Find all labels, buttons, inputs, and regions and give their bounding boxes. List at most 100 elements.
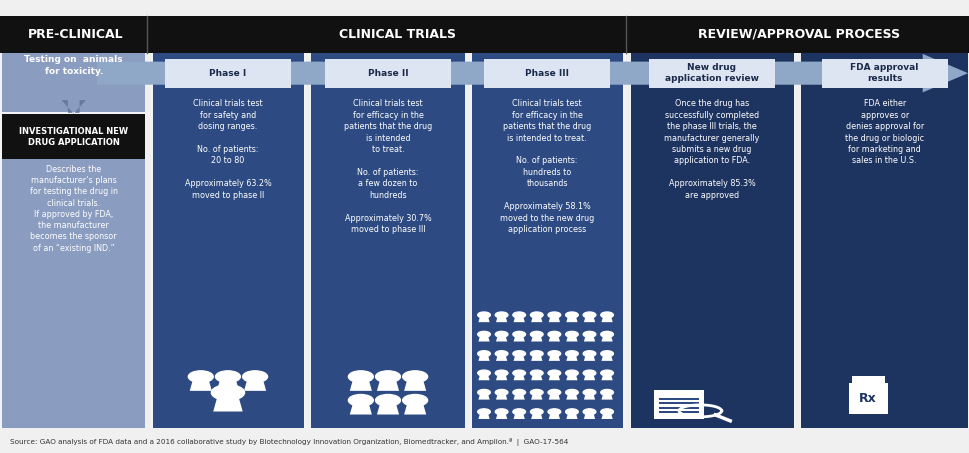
Circle shape xyxy=(600,312,612,318)
Polygon shape xyxy=(531,374,542,380)
Circle shape xyxy=(513,409,525,415)
Text: Testing on  animals
for toxicity.: Testing on animals for toxicity. xyxy=(24,55,123,76)
Polygon shape xyxy=(350,379,371,391)
Circle shape xyxy=(565,351,578,357)
Polygon shape xyxy=(531,413,542,419)
Text: Clinical trials test
for efficacy in the
patients that the drug
is intended to t: Clinical trials test for efficacy in the… xyxy=(499,99,594,234)
Circle shape xyxy=(600,370,612,376)
Circle shape xyxy=(582,370,595,376)
Text: FDA approval
results: FDA approval results xyxy=(850,63,918,83)
Polygon shape xyxy=(548,393,559,400)
Bar xyxy=(795,53,800,428)
Circle shape xyxy=(600,351,612,357)
Text: REVIEW/APPROVAL PROCESS: REVIEW/APPROVAL PROCESS xyxy=(698,28,899,41)
Polygon shape xyxy=(495,393,507,400)
Polygon shape xyxy=(97,54,967,92)
Polygon shape xyxy=(244,379,266,391)
Bar xyxy=(2,53,145,112)
Polygon shape xyxy=(213,395,242,411)
Polygon shape xyxy=(566,316,577,322)
Text: Once the drug has
successfully completed
the phase III trials, the
manufacturer : Once the drug has successfully completed… xyxy=(664,99,759,200)
Circle shape xyxy=(547,409,560,415)
Polygon shape xyxy=(583,393,595,400)
Text: Phase III: Phase III xyxy=(524,69,569,77)
Circle shape xyxy=(565,390,578,395)
Polygon shape xyxy=(583,355,595,361)
Polygon shape xyxy=(495,413,507,419)
Bar xyxy=(484,58,610,88)
Circle shape xyxy=(565,370,578,376)
Circle shape xyxy=(348,395,373,406)
Circle shape xyxy=(478,370,489,376)
Text: Phase I: Phase I xyxy=(209,69,246,77)
Text: Clinical trials test
for efficacy in the
patients that the drug
is intended
to t: Clinical trials test for efficacy in the… xyxy=(344,99,431,234)
Circle shape xyxy=(495,312,508,318)
Circle shape xyxy=(478,390,489,395)
Text: Phase II: Phase II xyxy=(367,69,408,77)
Circle shape xyxy=(478,332,489,337)
Bar xyxy=(153,53,303,428)
Circle shape xyxy=(495,370,508,376)
Bar xyxy=(472,53,622,428)
Bar xyxy=(2,159,145,428)
Circle shape xyxy=(565,332,578,337)
Bar xyxy=(653,390,703,419)
Polygon shape xyxy=(495,374,507,380)
Circle shape xyxy=(495,409,508,415)
Polygon shape xyxy=(601,316,612,322)
Polygon shape xyxy=(513,413,524,419)
Circle shape xyxy=(530,351,543,357)
Text: CLINICAL TRIALS: CLINICAL TRIALS xyxy=(339,28,455,41)
Polygon shape xyxy=(548,335,559,342)
Circle shape xyxy=(547,332,560,337)
Bar xyxy=(305,53,311,428)
Circle shape xyxy=(188,371,213,382)
Polygon shape xyxy=(404,379,425,391)
Bar xyxy=(165,58,291,88)
Circle shape xyxy=(402,395,427,406)
Circle shape xyxy=(348,371,373,382)
Polygon shape xyxy=(217,379,238,391)
Bar xyxy=(658,398,699,400)
Circle shape xyxy=(211,385,244,400)
Circle shape xyxy=(495,390,508,395)
Polygon shape xyxy=(583,374,595,380)
Text: Clinical trials test
for safety and
dosing ranges.

No. of patients:
20 to 80

A: Clinical trials test for safety and dosi… xyxy=(184,99,271,200)
Circle shape xyxy=(513,351,525,357)
Circle shape xyxy=(375,371,400,382)
Text: PRE-CLINICAL: PRE-CLINICAL xyxy=(28,28,123,41)
Polygon shape xyxy=(513,374,524,380)
Polygon shape xyxy=(601,393,612,400)
Polygon shape xyxy=(495,335,507,342)
Polygon shape xyxy=(548,413,559,419)
Polygon shape xyxy=(531,393,542,400)
Circle shape xyxy=(582,312,595,318)
Polygon shape xyxy=(190,379,211,391)
Bar xyxy=(658,407,699,409)
Circle shape xyxy=(530,370,543,376)
Polygon shape xyxy=(513,355,524,361)
Bar xyxy=(625,53,631,428)
Polygon shape xyxy=(601,355,612,361)
Bar xyxy=(800,53,967,428)
Circle shape xyxy=(375,395,400,406)
Polygon shape xyxy=(478,393,489,400)
Circle shape xyxy=(582,351,595,357)
Circle shape xyxy=(242,371,267,382)
Circle shape xyxy=(513,332,525,337)
Circle shape xyxy=(600,332,612,337)
Polygon shape xyxy=(62,100,85,114)
Bar xyxy=(2,114,145,159)
Circle shape xyxy=(530,332,543,337)
Polygon shape xyxy=(531,335,542,342)
Text: Describes the
manufacturer’s plans
for testing the drug in
clinical trials.
If a: Describes the manufacturer’s plans for t… xyxy=(30,165,117,253)
Polygon shape xyxy=(495,316,507,322)
Bar xyxy=(325,58,451,88)
Circle shape xyxy=(495,351,508,357)
Circle shape xyxy=(547,351,560,357)
Polygon shape xyxy=(478,335,489,342)
Polygon shape xyxy=(495,355,507,361)
Polygon shape xyxy=(566,355,577,361)
Circle shape xyxy=(530,409,543,415)
Polygon shape xyxy=(478,316,489,322)
